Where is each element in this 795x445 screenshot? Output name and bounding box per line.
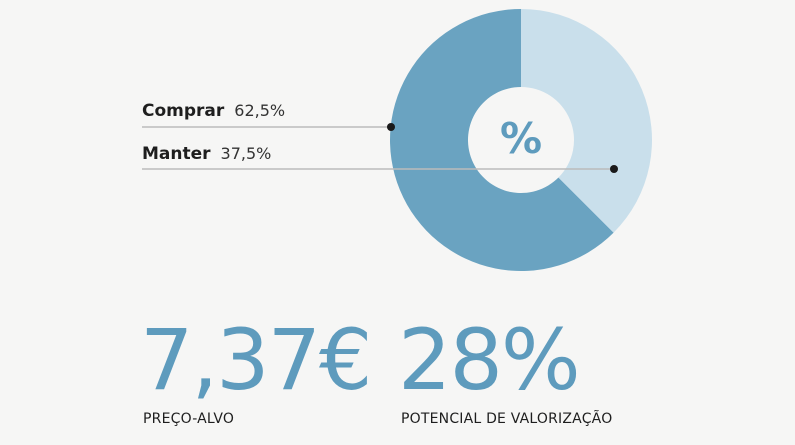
donut-slice-comprar [390, 9, 614, 271]
legend-item-comprar: Comprar 62,5% [142, 101, 285, 121]
target-price-value: 7,37€ [140, 311, 372, 409]
donut-slices [390, 9, 652, 271]
donut-center-label: % [500, 114, 542, 163]
legend-value: 37,5% [220, 144, 272, 163]
legend-value: 62,5% [234, 101, 286, 120]
legend-name: Manter [142, 144, 211, 164]
leader-lines [142, 123, 618, 173]
upside-potential-value: 28% [398, 311, 581, 409]
upside-potential-label: POTENCIAL DE VALORIZAÇÃO [401, 411, 613, 427]
leader-manter-dot [610, 165, 618, 173]
legend-name: Comprar [142, 101, 225, 121]
leader-comprar-dot [387, 123, 395, 131]
target-price-label: PREÇO-ALVO [143, 411, 235, 427]
donut-slice-manter [521, 9, 652, 233]
donut-chart: % [142, 9, 652, 271]
legend-item-manter: Manter 37,5% [142, 144, 271, 164]
